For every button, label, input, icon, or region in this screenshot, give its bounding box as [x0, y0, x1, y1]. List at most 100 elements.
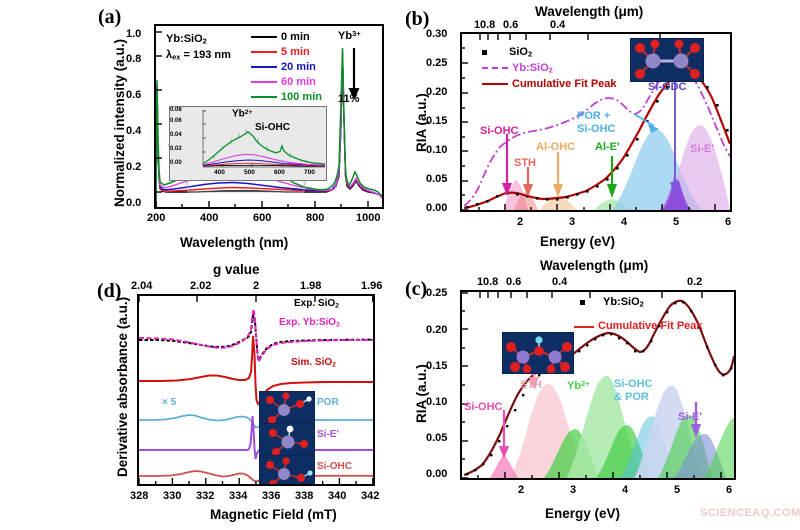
panel-b-ytick-5: 0.25: [426, 57, 448, 69]
panel-d-plot-area[interactable]: Exp. SiO2 Exp. Yb:SiO2 Sim. SiO2 POR Si-…: [137, 294, 375, 486]
panel-b-toptick-3: 0.4: [550, 19, 566, 31]
panel-a-ytick-1: 0.2: [126, 161, 142, 173]
legend-line-swatch: [251, 36, 277, 38]
panel-a-ytick-5: 1.0: [126, 28, 142, 40]
panel-a-inset-siohc-label: Si-OHC: [255, 122, 290, 133]
panel-d-molecule-inset-si-ohc: [259, 455, 315, 484]
panel-b-xtick-4: 6: [725, 216, 732, 228]
panel-b-xlabel: Energy (eV): [540, 234, 616, 249]
panel-b-peak-label-si-ep: Si-E': [690, 143, 715, 155]
panel-a-legend-item-1[interactable]: 5 min: [251, 46, 310, 58]
panel-c-legend-item-0[interactable]: Yb:SiO2: [580, 296, 644, 309]
panel-b-legend-item-0[interactable]: SiO2: [482, 46, 532, 59]
panel-b-legend-item-1[interactable]: Yb:SiO2: [482, 62, 553, 75]
panel-a-peak-sup: 3+: [352, 29, 361, 38]
panel-c-molecule-inset: [502, 332, 574, 374]
panel-a-ytick-0: 0.0: [126, 197, 142, 209]
panel-a-xtick-1: 400: [200, 212, 219, 224]
panel-b-top-axis-title: Wavelength (μm): [535, 4, 644, 19]
panel-b-ytick-1: 0.05: [426, 173, 448, 185]
panel-c-xlabel: Energy (eV): [545, 506, 621, 521]
panel-d-trace-label-4: Si-E': [317, 429, 339, 440]
panel-a-lambda-val: = 193 nm: [180, 49, 231, 61]
panel-a: (a) Normalized intensity (a.u.) Waveleng…: [95, 2, 405, 257]
panel-c-toptick-0: 1: [477, 276, 484, 288]
panel-a-inset-xtick-3: 700: [304, 169, 315, 176]
panel-a-legend-item-4[interactable]: 100 min: [251, 91, 322, 103]
panel-a-inset-xtick-1: 500: [244, 169, 255, 176]
panel-c-legend-item-1[interactable]: Cumulative Fit Peak: [598, 320, 703, 332]
yb-sio2-molecule-icon: [503, 333, 573, 373]
si-ohc-molecule-icon: [260, 456, 314, 484]
panel-b-xtick-0: 2: [517, 216, 524, 228]
panel-c-xtick-3: 5: [674, 484, 681, 496]
legend-solid-swatch: [482, 83, 508, 85]
panel-d-trace-label-1: Exp. Yb:SiO2: [279, 317, 340, 329]
panel-b-legend-label-1: Yb:SiO2: [512, 62, 553, 75]
panel-a-legend-item-2[interactable]: 20 min: [251, 61, 316, 73]
panel-c-peak-label-siohc-por: Si-OHC & POR: [614, 378, 653, 403]
panel-d-molecule-inset-por: [259, 391, 315, 424]
panel-b-peak-label-al-ohc: Al-OHC: [536, 141, 576, 153]
panel-c-legend-label-1: Cumulative Fit Peak: [598, 320, 703, 332]
panel-b-toptick-2: 0.6: [503, 19, 519, 31]
legend-line-swatch: [251, 81, 277, 83]
panel-c-legend-label-0: Yb:SiO2: [603, 296, 644, 309]
panel-a-plot-area[interactable]: Yb:SiO2 λex = 193 nm 0 min 5 min 20 min …: [154, 24, 384, 209]
panel-d-trace-label-2: Sim. SiO2: [291, 357, 336, 369]
panel-a-xlabel: Wavelength (nm): [180, 235, 289, 250]
panel-b-toptick-1: 0.8: [480, 19, 496, 31]
panel-a-xtick-3: 800: [306, 212, 325, 224]
panel-b-peak-label-por-siohc: POR + Si-OHC: [577, 110, 616, 135]
panel-c-xtick-1: 3: [570, 484, 577, 496]
panel-b-peak-label-si-odc: Si-ODC: [648, 81, 687, 93]
panel-b-molecule-inset: [630, 38, 704, 82]
panel-d-xlabel: Magnetic Field (mT): [210, 507, 337, 522]
panel-b-plot-area[interactable]: SiO2 Yb:SiO2 Cumulative Fit Peak Si-OHC …: [460, 32, 732, 212]
panel-c-ytick-2: 0.10: [426, 396, 448, 408]
panel-c-xtick-0: 2: [518, 484, 525, 496]
panel-a-inset-xtick-0: 400: [214, 169, 225, 176]
panel-b-tag: (b): [405, 8, 430, 30]
panel-a-ylabel: Normalized intensity (a.u.): [112, 38, 127, 207]
panel-b-peak-label-al-ep: Al-E': [595, 141, 620, 153]
panel-a-legend-item-3[interactable]: 60 min: [251, 76, 316, 88]
panel-a-sample-label: Yb:SiO2: [166, 33, 207, 46]
panel-a-lambda-sub: ex: [172, 52, 181, 62]
si-e-prime-molecule-icon: [260, 424, 314, 455]
panel-d-trace-label-0: Exp. SiO2: [294, 298, 339, 310]
panel-c-curves: [462, 292, 734, 478]
panel-b: (b) Wavelength (μm) RIA (a.u.) Energy (e…: [400, 2, 800, 257]
panel-a-sample-text: Yb:SiO: [166, 33, 203, 45]
panel-d-xtick-2: 332: [196, 490, 215, 502]
legend-line-swatch: [251, 66, 277, 68]
legend-dashdot-swatch: [482, 67, 508, 70]
panel-c-top-axis-title: Wavelength (μm): [540, 258, 649, 273]
panel-b-toptick-0: 1: [474, 19, 481, 31]
panel-a-excitation-label: λex = 193 nm: [166, 49, 231, 62]
panel-a-inset[interactable]: 0.00 0.02 0.04 0.06 0.08 400 500 600 700…: [169, 106, 327, 181]
panel-d-xtick-6: 340: [328, 490, 347, 502]
panel-d-toptick-0: 2.04: [131, 280, 153, 292]
panel-c-toptick-4: 0.2: [687, 276, 703, 288]
panel-b-legend-item-2[interactable]: Cumulative Fit Peak: [482, 78, 617, 90]
panel-c-toptick-3: 0.4: [552, 276, 568, 288]
watermark: SCIENCEAQ.COM: [700, 507, 800, 519]
panel-c-ylabel: RIA (a.u.): [414, 364, 429, 423]
panel-d-multiplier-label: × 5: [162, 397, 177, 408]
panel-c-plot-area[interactable]: Yb:SiO2 Cumulative Fit Peak Si-OHC STH Y…: [460, 290, 736, 480]
panel-b-ytick-2: 0.10: [426, 144, 448, 156]
panel-a-xtick-2: 600: [253, 212, 272, 224]
panel-d-toptick-2: 2: [253, 280, 260, 292]
panel-b-xtick-2: 4: [621, 216, 628, 228]
panel-a-legend-label-1: 5 min: [281, 46, 310, 58]
panel-a-ytick-4: 0.8: [126, 53, 142, 65]
panel-a-inset-xtick-2: 600: [274, 169, 285, 176]
legend-square-marker-icon: [580, 299, 585, 305]
si-odc-molecule-icon: [631, 39, 703, 81]
panel-a-tag: (a): [98, 6, 122, 28]
panel-a-ytick-2: 0.4: [126, 125, 142, 137]
legend-square-marker-icon: [482, 49, 487, 55]
panel-a-legend-label-3: 60 min: [281, 76, 316, 88]
panel-a-legend-item-0[interactable]: 0 min: [251, 31, 310, 43]
